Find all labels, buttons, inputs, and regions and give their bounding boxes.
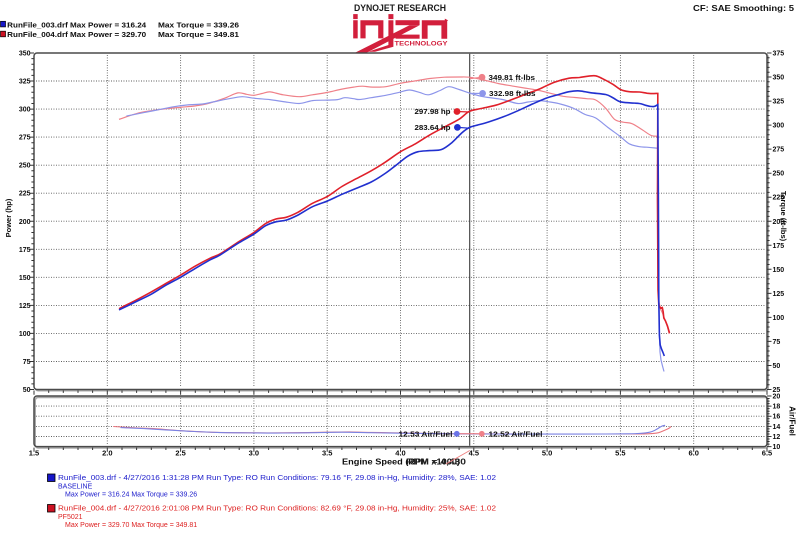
svg-text:332.98 ft-lbs: 332.98 ft-lbs bbox=[489, 91, 536, 98]
svg-text:10: 10 bbox=[773, 444, 781, 451]
svg-text:200: 200 bbox=[19, 219, 31, 226]
svg-text:300: 300 bbox=[19, 107, 31, 114]
svg-text:50: 50 bbox=[23, 387, 31, 394]
svg-text:14: 14 bbox=[773, 424, 781, 431]
svg-text:325: 325 bbox=[19, 79, 31, 86]
svg-text:25: 25 bbox=[773, 387, 781, 394]
svg-text:4.0: 4.0 bbox=[395, 449, 405, 458]
svg-text:16: 16 bbox=[773, 414, 781, 421]
svg-text:RunFile_003.drf - 4/27/2016 1:: RunFile_003.drf - 4/27/2016 1:31:28 PM R… bbox=[58, 474, 496, 482]
svg-text:12.53 Air/Fuel: 12.53 Air/Fuel bbox=[399, 431, 453, 438]
svg-text:75: 75 bbox=[773, 339, 781, 346]
svg-text:2.5: 2.5 bbox=[175, 449, 185, 458]
svg-text:125: 125 bbox=[773, 291, 785, 298]
svg-text:125: 125 bbox=[19, 303, 31, 310]
svg-text:100: 100 bbox=[19, 331, 31, 338]
svg-text:50: 50 bbox=[773, 363, 781, 370]
svg-text:3.0: 3.0 bbox=[249, 449, 259, 458]
svg-text:Max Torque = 339.26: Max Torque = 339.26 bbox=[158, 22, 239, 29]
svg-text:300: 300 bbox=[773, 123, 785, 130]
svg-text:350: 350 bbox=[19, 51, 31, 58]
svg-text:225: 225 bbox=[773, 195, 785, 202]
svg-text:RunFile_004.drf Max Power = 32: RunFile_004.drf Max Power = 329.70 bbox=[7, 32, 146, 39]
svg-text:BASELINE: BASELINE bbox=[58, 483, 93, 490]
svg-text:Air/Fuel: Air/Fuel bbox=[788, 406, 797, 436]
svg-text:283.64 hp: 283.64 hp bbox=[415, 125, 451, 132]
svg-text:3.5: 3.5 bbox=[322, 449, 332, 458]
svg-text:RPM = 4,430: RPM = 4,430 bbox=[406, 458, 467, 467]
svg-text:RunFile_003.drf Max Power = 31: RunFile_003.drf Max Power = 316.24 bbox=[7, 22, 146, 29]
svg-text:20: 20 bbox=[773, 394, 781, 401]
svg-text:150: 150 bbox=[19, 275, 31, 282]
svg-text:275: 275 bbox=[19, 135, 31, 142]
svg-text:Power (hp): Power (hp) bbox=[4, 198, 13, 237]
svg-text:375: 375 bbox=[773, 51, 785, 58]
svg-text:175: 175 bbox=[19, 247, 31, 254]
svg-text:RunFile_004.drf - 4/27/2016 2:: RunFile_004.drf - 4/27/2016 2:01:08 PM R… bbox=[58, 505, 496, 513]
svg-text:297.98 hp: 297.98 hp bbox=[415, 109, 451, 116]
svg-text:325: 325 bbox=[773, 99, 785, 106]
svg-text:100: 100 bbox=[773, 315, 785, 322]
svg-text:PF5021: PF5021 bbox=[58, 514, 83, 521]
svg-text:250: 250 bbox=[19, 163, 31, 170]
svg-text:5.5: 5.5 bbox=[615, 449, 625, 458]
svg-text:349.81 ft-lbs: 349.81 ft-lbs bbox=[489, 75, 536, 82]
svg-text:12: 12 bbox=[773, 434, 781, 441]
svg-text:275: 275 bbox=[773, 147, 785, 154]
svg-text:1.5: 1.5 bbox=[29, 449, 39, 458]
svg-text:Torque (ft-lbs): Torque (ft-lbs) bbox=[779, 191, 788, 242]
svg-text:200: 200 bbox=[773, 219, 785, 226]
svg-text:150: 150 bbox=[773, 267, 785, 274]
svg-text:TECHNOLOGY: TECHNOLOGY bbox=[395, 41, 449, 48]
svg-text:5.0: 5.0 bbox=[542, 449, 552, 458]
svg-text:225: 225 bbox=[19, 191, 31, 198]
svg-text:Engine Speed (RPM x1000): Engine Speed (RPM x1000) bbox=[342, 458, 460, 467]
svg-text:Max Power = 316.24 Max Torque: Max Power = 316.24 Max Torque = 339.26 bbox=[65, 491, 197, 498]
svg-text:18: 18 bbox=[773, 404, 781, 411]
svg-text:CF: SAE Smoothing: 5: CF: SAE Smoothing: 5 bbox=[693, 3, 794, 13]
svg-text:Max Power = 329.70 Max Torque: Max Power = 329.70 Max Torque = 349.81 bbox=[65, 522, 197, 529]
svg-text:2.0: 2.0 bbox=[102, 449, 112, 458]
svg-text:6.0: 6.0 bbox=[688, 449, 698, 458]
svg-text:Max Torque = 349.81: Max Torque = 349.81 bbox=[158, 32, 239, 39]
svg-text:6.5: 6.5 bbox=[762, 449, 772, 458]
svg-text:DYNOJET RESEARCH: DYNOJET RESEARCH bbox=[354, 3, 446, 13]
svg-text:175: 175 bbox=[773, 243, 785, 250]
svg-text:250: 250 bbox=[773, 171, 785, 178]
svg-text:12.52 Air/Fuel: 12.52 Air/Fuel bbox=[489, 431, 543, 438]
svg-text:4.5: 4.5 bbox=[469, 449, 479, 458]
svg-text:350: 350 bbox=[773, 75, 785, 82]
svg-text:75: 75 bbox=[23, 359, 31, 366]
